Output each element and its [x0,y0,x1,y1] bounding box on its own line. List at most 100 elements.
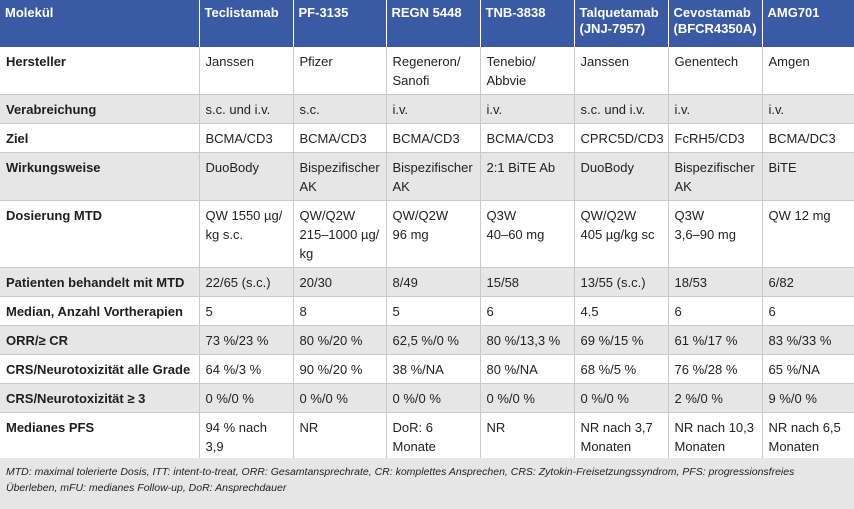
table-cell: 2:1 BiTE Ab [480,152,575,201]
table-cell: 18/53 [668,267,763,297]
table-cell: Tenebio/ Abbvie [480,47,575,95]
table-row: Hersteller Janssen Pfizer Regeneron/ San… [0,47,854,95]
table-cell: i.v. [480,94,575,124]
table-cell: 13/55 (s.c.) [574,267,669,297]
header-cell: Talquetamab (JNJ-7957) [574,0,669,47]
table-cell: 4.5 [574,296,669,326]
table-cell: 2 %/0 % [668,383,763,413]
table-row: ORR/≥ CR 73 %/23 % 80 %/20 % 62,5 %/0 % … [0,325,854,355]
table-cell: 80 %/13,3 % [480,325,575,355]
table-row: Dosierung MTD QW 1550 µg/ kg s.c. QW/Q2W… [0,200,854,268]
table-cell: 9 %/0 % [762,383,854,413]
table-cell: QW/Q2W 215–1000 µg/ kg [293,200,387,268]
table-cell: 6/82 [762,267,854,297]
table-cell: QW 12 mg [762,200,854,268]
table-cell: i.v. [762,94,854,124]
header-cell: PF-3135 [293,0,387,47]
table-cell: 20/30 [293,267,387,297]
table-row: CRS/Neurotoxizität alle Grade 64 %/3 % 9… [0,354,854,384]
table-cell: 62,5 %/0 % [386,325,481,355]
row-label: Dosierung MTD [0,200,200,268]
header-cell: Molekül [0,0,200,47]
table-cell: Q3W 40–60 mg [480,200,575,268]
table-cell: 68 %/5 % [574,354,669,384]
row-label: Patienten behandelt mit MTD [0,267,200,297]
table-row: Median, Anzahl Vortherapien 5 8 5 6 4.5 … [0,296,854,326]
row-label: CRS/Neurotoxizität ≥ 3 [0,383,200,413]
table-cell: Regeneron/ Sanofi [386,47,481,95]
table-cell: 0 %/0 % [480,383,575,413]
table-cell: Janssen [574,47,669,95]
row-label: ORR/≥ CR [0,325,200,355]
table-cell: i.v. [668,94,763,124]
row-label: Ziel [0,123,200,153]
table-cell: BCMA/DC3 [762,123,854,153]
table-cell: 0 %/0 % [293,383,387,413]
table-cell: 5 [199,296,294,326]
table-cell: 6 [762,296,854,326]
table-cell: QW/Q2W 405 µg/kg sc [574,200,669,268]
header-cell: REGN 5448 [386,0,481,47]
table-cell: 90 %/20 % [293,354,387,384]
table-cell: BCMA/CD3 [199,123,294,153]
table-cell: 0 %/0 % [574,383,669,413]
table-cell: QW 1550 µg/ kg s.c. [199,200,294,268]
table-cell: 76 %/28 % [668,354,763,384]
table-cell: 8/49 [386,267,481,297]
table-cell: Janssen [199,47,294,95]
table-row: Ziel BCMA/CD3 BCMA/CD3 BCMA/CD3 BCMA/CD3… [0,123,854,153]
table-cell: Amgen [762,47,854,95]
table-cell: 80 %/20 % [293,325,387,355]
row-label: Hersteller [0,47,200,95]
table-cell: s.c. und i.v. [199,94,294,124]
table-cell: QW/Q2W 96 mg [386,200,481,268]
table-cell: CPRC5D/CD3 [574,123,669,153]
table-cell: 69 %/15 % [574,325,669,355]
table-cell: 83 %/33 % [762,325,854,355]
table-footnote: MTD: maximal tolerierte Dosis, ITT: inte… [0,458,854,509]
table-cell: DuoBody [199,152,294,201]
table-cell: i.v. [386,94,481,124]
table-cell: s.c. und i.v. [574,94,669,124]
table-cell: 8 [293,296,387,326]
table-cell: Bispezifischer AK [386,152,481,201]
table-cell: 38 %/NA [386,354,481,384]
table-row: Wirkungsweise DuoBody Bispezifischer AK … [0,152,854,201]
table-cell: Q3W 3,6–90 mg [668,200,763,268]
table-cell: Bispezifischer AK [668,152,763,201]
table-cell: 65 %/NA [762,354,854,384]
table-cell: s.c. [293,94,387,124]
header-cell: AMG701 [762,0,854,47]
table-row: CRS/Neurotoxizität ≥ 3 0 %/0 % 0 %/0 % 0… [0,383,854,413]
table-cell: 15/58 [480,267,575,297]
table-cell: 61 %/17 % [668,325,763,355]
header-cell: TNB-3838 [480,0,575,47]
table-cell: 5 [386,296,481,326]
table-cell: 0 %/0 % [199,383,294,413]
table-cell: BCMA/CD3 [386,123,481,153]
table-cell: BCMA/CD3 [293,123,387,153]
row-label: Verabreichung [0,94,200,124]
table-cell: 6 [668,296,763,326]
table-cell: 6 [480,296,575,326]
table-cell: DuoBody [574,152,669,201]
table-row: Patienten behandelt mit MTD 22/65 (s.c.)… [0,267,854,297]
table-cell: 0 %/0 % [386,383,481,413]
table-cell: BiTE [762,152,854,201]
table-cell: BCMA/CD3 [480,123,575,153]
table-cell: 73 %/23 % [199,325,294,355]
table-cell: 22/65 (s.c.) [199,267,294,297]
header-cell: Teclistamab [199,0,294,47]
table-header-row: Molekül Teclistamab PF-3135 REGN 5448 TN… [0,0,854,47]
table-cell: Bispezifischer AK [293,152,387,201]
row-label: CRS/Neurotoxizität alle Grade [0,354,200,384]
table-cell: 64 %/3 % [199,354,294,384]
table-row: Verabreichung s.c. und i.v. s.c. i.v. i.… [0,94,854,124]
table-cell: 80 %/NA [480,354,575,384]
table-cell: FcRH5/CD3 [668,123,763,153]
table-cell: Pfizer [293,47,387,95]
header-cell: Cevostamab (BFCR4350A) [668,0,763,47]
row-label: Median, Anzahl Vortherapien [0,296,200,326]
